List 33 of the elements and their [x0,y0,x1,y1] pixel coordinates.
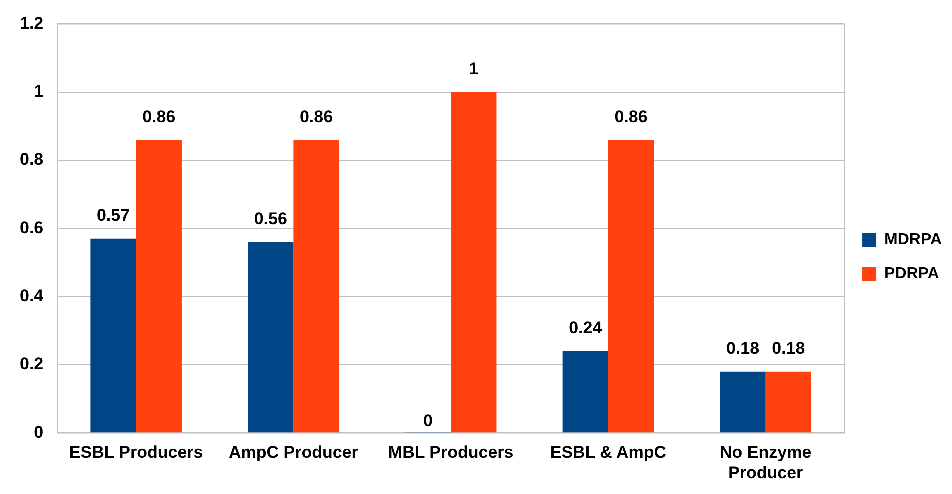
data-label: 0.86 [614,107,648,126]
y-tick-label: 1.2 [20,14,44,33]
x-tick-label: ESBL & AmpC [550,443,667,462]
bar [136,140,182,433]
data-label: 0 [424,411,433,430]
y-tick-label: 0.4 [20,286,44,306]
bar [720,372,766,433]
bar [90,238,136,433]
bar [562,351,608,433]
legend-label: MDRPA [884,231,942,248]
data-label: 0.24 [569,318,603,338]
x-tick-label: No Enzyme Producer [720,443,812,482]
data-label: 0.18 [726,339,760,358]
y-tick-label: 0.8 [20,150,44,170]
y-tick-label: 0.6 [20,218,44,238]
x-tick-label: ESBL Producers [69,443,204,462]
data-label: 1 [469,60,479,79]
bar [451,92,497,433]
data-label: 0.18 [772,339,806,358]
y-tick-label: 1 [34,82,44,102]
bar [248,242,294,433]
legend-label: PDRPA [884,265,940,282]
data-label: 0.56 [254,210,288,229]
bar [766,372,812,433]
data-label: 0.86 [142,107,176,126]
x-tick-label: AmpC Producer [228,443,359,462]
data-label: 0.86 [300,107,334,126]
bar [608,140,654,433]
x-tick-label: MBL Producers [388,443,514,462]
data-label: 0.57 [96,206,130,226]
y-tick-label: 0.2 [20,354,44,374]
bar [294,140,340,433]
y-tick-label: 0 [34,422,44,442]
